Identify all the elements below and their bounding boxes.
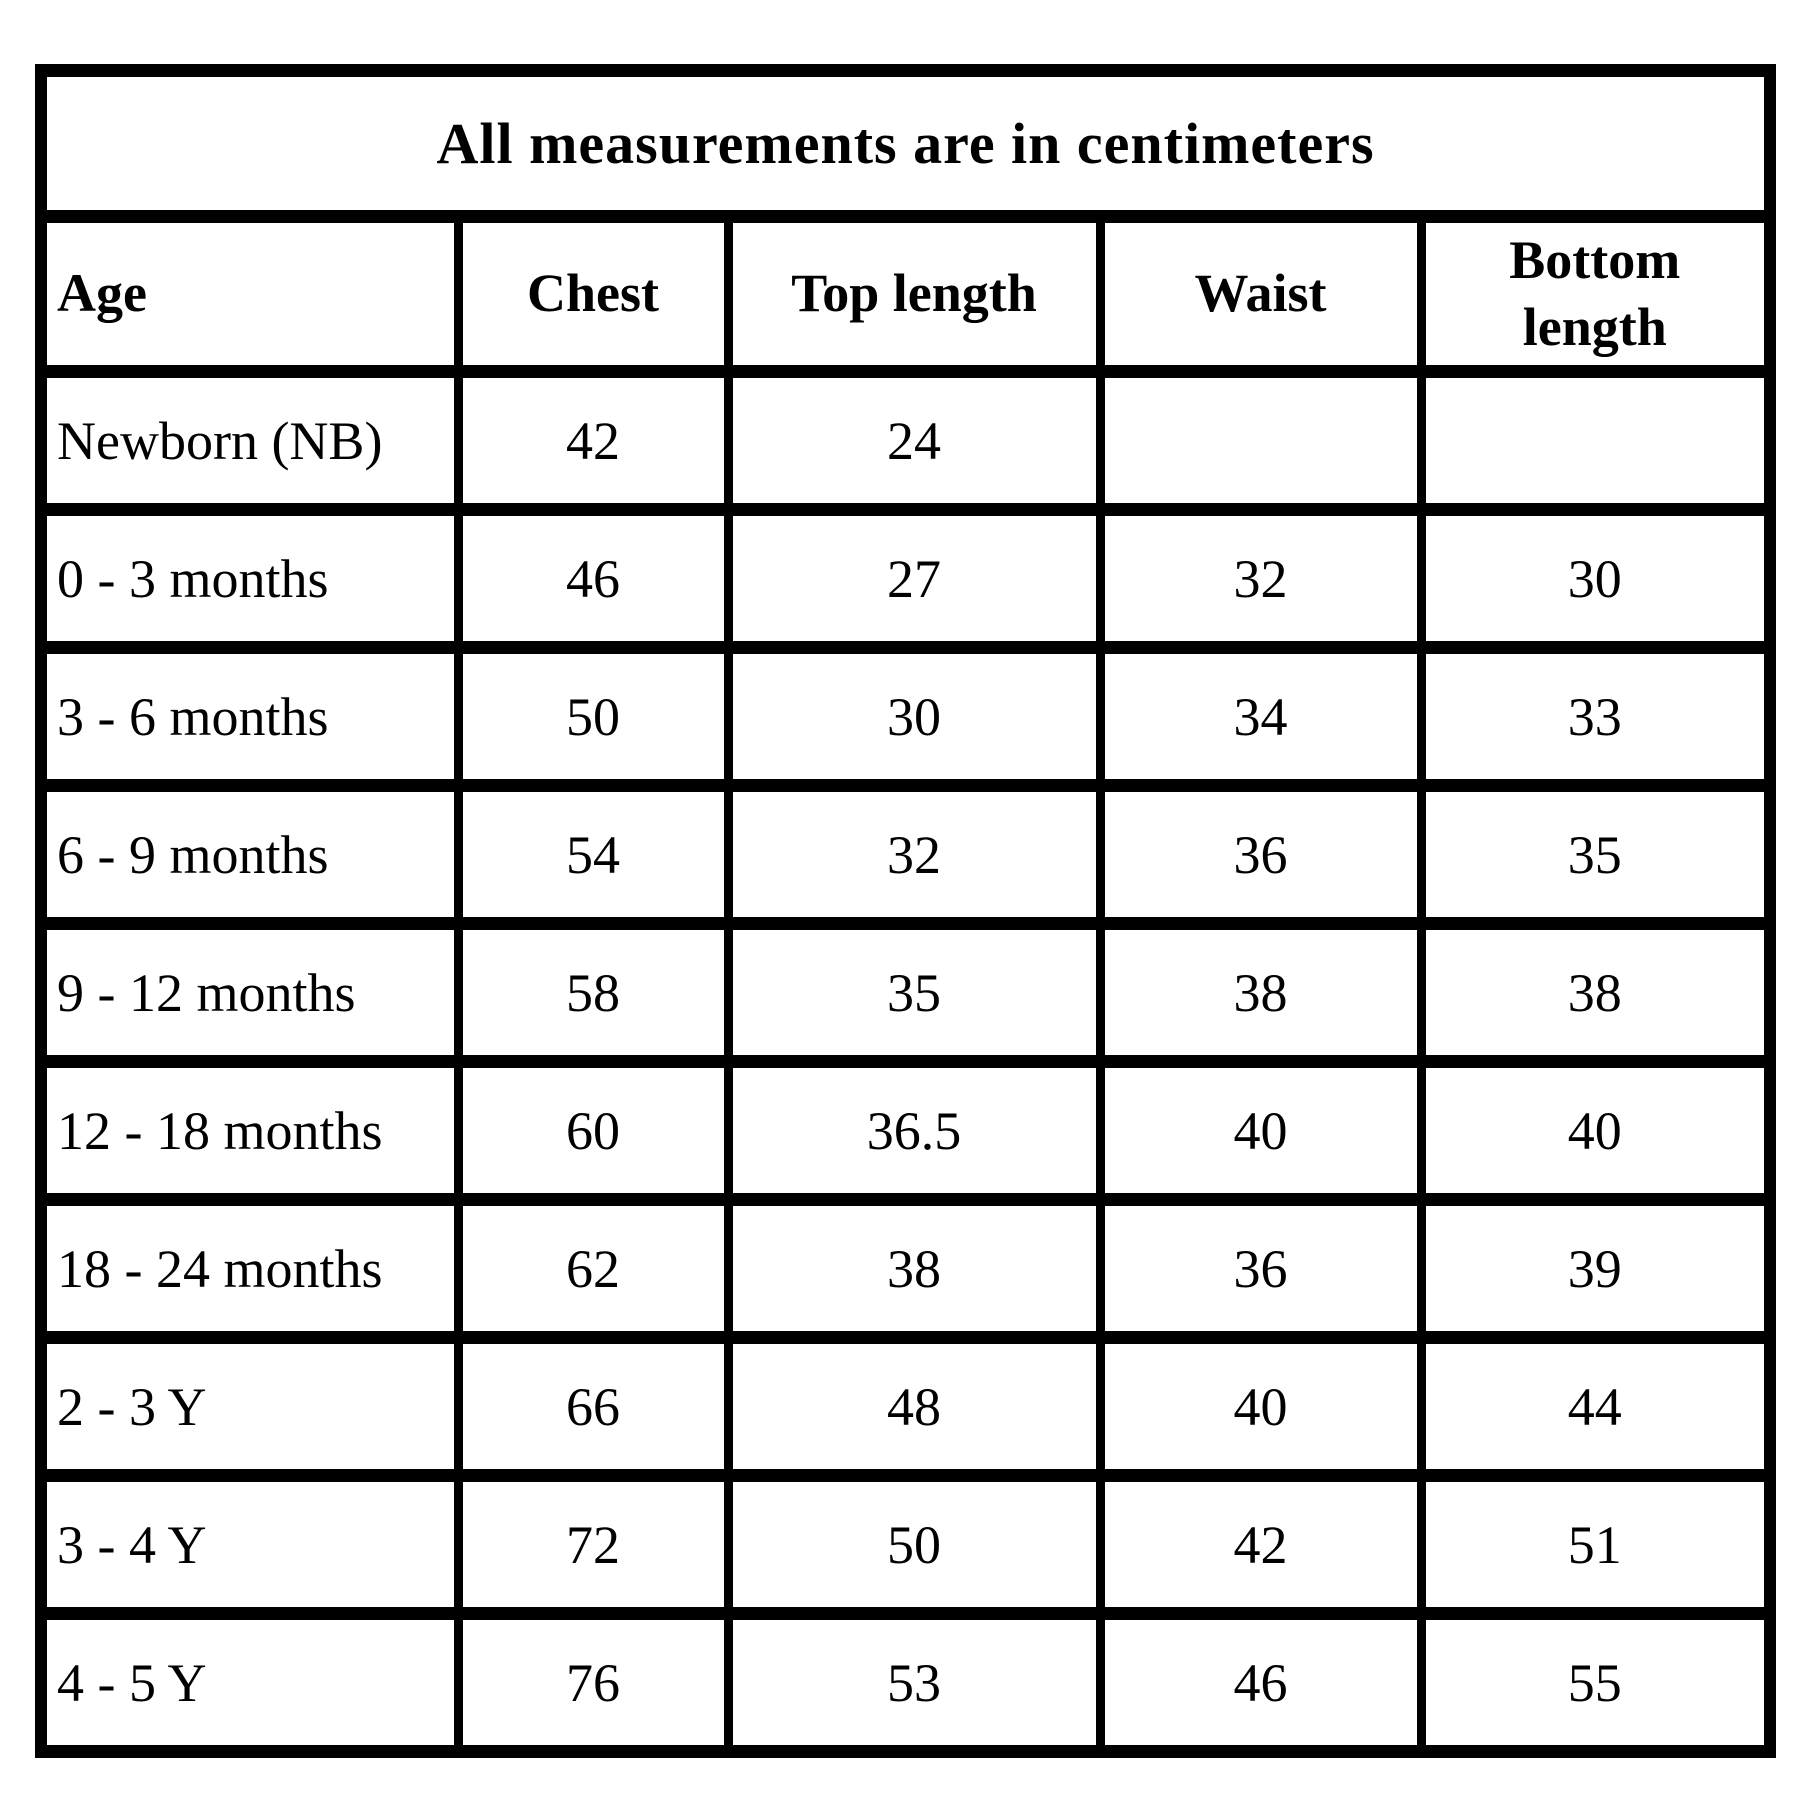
table-cell: 32	[1095, 503, 1426, 654]
table-cell: 42	[453, 365, 733, 516]
table-cell: 72	[453, 1469, 733, 1620]
column-header-age: Age	[36, 210, 463, 378]
table-cell: 48	[723, 1331, 1105, 1482]
table-cell: 0 - 3 months	[36, 503, 463, 654]
table-cell: 12 - 18 months	[36, 1055, 463, 1206]
table-cell: 24	[723, 365, 1105, 516]
table-cell: 9 - 12 months	[36, 917, 463, 1068]
table-title: All measurements are in centimeters	[36, 64, 1775, 223]
column-header-waist: Waist	[1095, 210, 1426, 378]
table-cell: 38	[1416, 917, 1775, 1068]
table-cell: 53	[723, 1607, 1105, 1758]
table-row: 6 - 9 months 54 32 36 35	[36, 779, 1775, 930]
column-header-chest: Chest	[453, 210, 733, 378]
table-row: 9 - 12 months 58 35 38 38	[36, 917, 1775, 1068]
table-cell: Newborn (NB)	[36, 365, 463, 516]
column-header-bottom-length: Bottom length	[1416, 210, 1775, 378]
table-cell: 35	[1416, 779, 1775, 930]
table-cell: 62	[453, 1193, 733, 1344]
table-row: 3 - 6 months 50 30 34 33	[36, 641, 1775, 792]
table-cell: 50	[723, 1469, 1105, 1620]
table-row: 4 - 5 Y 76 53 46 55	[36, 1607, 1775, 1758]
table-row: Newborn (NB) 42 24	[36, 365, 1775, 516]
table-row: 18 - 24 months 62 38 36 39	[36, 1193, 1775, 1344]
table-cell: 36	[1095, 1193, 1426, 1344]
table-cell: 54	[453, 779, 733, 930]
table-cell: 46	[453, 503, 733, 654]
table-cell: 3 - 4 Y	[36, 1469, 463, 1620]
table-cell: 39	[1416, 1193, 1775, 1344]
table-cell: 55	[1416, 1607, 1775, 1758]
table-cell: 30	[1416, 503, 1775, 654]
table-header-row: Age Chest Top length Waist Bottom length	[36, 210, 1775, 378]
table-cell: 3 - 6 months	[36, 641, 463, 792]
table-cell: 36	[1095, 779, 1426, 930]
column-header-top-length: Top length	[723, 210, 1105, 378]
table-cell: 38	[723, 1193, 1105, 1344]
table-cell: 76	[453, 1607, 733, 1758]
table-cell: 44	[1416, 1331, 1775, 1482]
table-cell: 18 - 24 months	[36, 1193, 463, 1344]
table-cell: 60	[453, 1055, 733, 1206]
table-cell: 6 - 9 months	[36, 779, 463, 930]
table-cell	[1416, 365, 1775, 516]
size-chart-table: All measurements are in centimeters Age …	[35, 64, 1777, 1758]
table-cell: 33	[1416, 641, 1775, 792]
table-cell: 34	[1095, 641, 1426, 792]
table-cell: 46	[1095, 1607, 1426, 1758]
table-cell: 58	[453, 917, 733, 1068]
table-cell: 66	[453, 1331, 733, 1482]
table-row: 2 - 3 Y 66 48 40 44	[36, 1331, 1775, 1482]
table-cell: 40	[1095, 1331, 1426, 1482]
table-cell: 40	[1095, 1055, 1426, 1206]
table-cell: 38	[1095, 917, 1426, 1068]
table-cell: 35	[723, 917, 1105, 1068]
table-cell: 27	[723, 503, 1105, 654]
table-cell: 30	[723, 641, 1105, 792]
table-cell	[1095, 365, 1426, 516]
table-cell: 51	[1416, 1469, 1775, 1620]
table-cell: 2 - 3 Y	[36, 1331, 463, 1482]
table-row: 0 - 3 months 46 27 32 30	[36, 503, 1775, 654]
table-row: 12 - 18 months 60 36.5 40 40	[36, 1055, 1775, 1206]
table-cell: 50	[453, 641, 733, 792]
table-cell: 4 - 5 Y	[36, 1607, 463, 1758]
table-cell: 32	[723, 779, 1105, 930]
table-cell: 36.5	[723, 1055, 1105, 1206]
table-cell: 42	[1095, 1469, 1426, 1620]
table-title-row: All measurements are in centimeters	[36, 64, 1775, 223]
table-cell: 40	[1416, 1055, 1775, 1206]
table-row: 3 - 4 Y 72 50 42 51	[36, 1469, 1775, 1620]
